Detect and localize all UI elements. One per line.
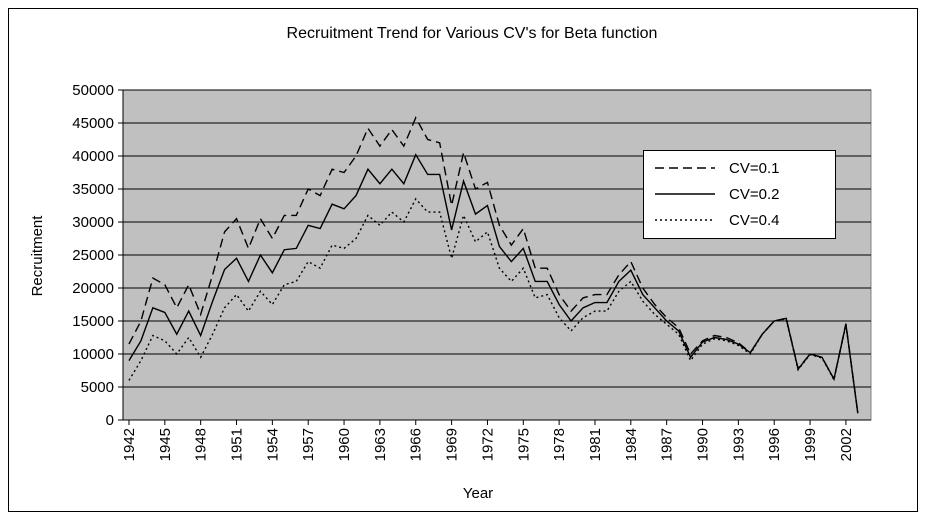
x-tick-label: 1957 [300, 428, 317, 461]
x-tick-label: 1978 [551, 428, 568, 461]
y-tick-label: 45000 [72, 115, 114, 132]
x-tick-label: 1972 [479, 428, 496, 461]
x-axis-label: Year [463, 485, 493, 502]
x-tick-label: 1990 [695, 428, 712, 461]
series-line [128, 153, 859, 414]
y-tick-label: 35000 [72, 181, 114, 198]
x-tick-label: 1945 [157, 428, 174, 461]
x-tick-label: 1999 [802, 428, 819, 461]
y-tick-label: 10000 [72, 346, 114, 363]
legend-label: CV=0.2 [729, 186, 779, 203]
series-line [128, 116, 859, 414]
y-tick-label: 0 [106, 412, 114, 429]
x-tick-label: 1951 [229, 428, 246, 461]
x-tick-label: 1963 [372, 428, 389, 461]
legend-label: CV=0.4 [729, 212, 779, 229]
x-tick-label: 1975 [515, 428, 532, 461]
y-axis-label: Recruitment [29, 215, 46, 297]
y-tick-label: 5000 [81, 379, 114, 396]
x-tick-label: 1966 [408, 428, 425, 461]
x-tick-label: 2002 [838, 428, 855, 461]
x-tick-label: 1984 [623, 428, 640, 461]
y-tick-label: 30000 [72, 214, 114, 231]
y-tick-label: 50000 [72, 82, 114, 99]
x-tick-label: 1993 [730, 428, 747, 461]
x-tick-label: 1948 [193, 428, 210, 461]
y-tick-label: 25000 [72, 247, 114, 264]
x-tick-label: 1942 [121, 428, 138, 461]
legend-label: CV=0.1 [729, 160, 779, 177]
y-tick-label: 40000 [72, 148, 114, 165]
x-tick-label: 1954 [264, 428, 281, 461]
x-tick-label: 1960 [336, 428, 353, 461]
y-tick-label: 20000 [72, 280, 114, 297]
x-tick-label: 1987 [659, 428, 676, 461]
x-tick-label: 1969 [444, 428, 461, 461]
chart-title: Recruitment Trend for Various CV's for B… [287, 25, 658, 42]
x-tick-label: 1981 [587, 428, 604, 461]
y-tick-label: 15000 [72, 313, 114, 330]
x-tick-label: 1996 [766, 428, 783, 461]
